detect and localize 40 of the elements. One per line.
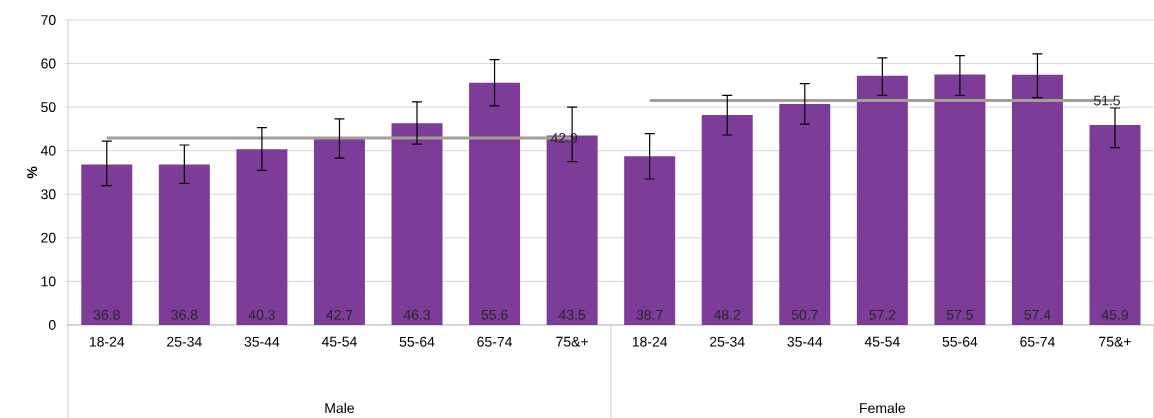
x-tick-label: 25-34 [167, 336, 202, 347]
text: Female [860, 402, 906, 413]
y-axis-title: % [27, 166, 38, 179]
data-label: 38.7 [636, 309, 663, 320]
data-label: 50.7 [791, 309, 818, 320]
data-label: 45.9 [1101, 309, 1128, 320]
data-label: 57.5 [946, 309, 973, 320]
data-label: 57.4 [1024, 309, 1051, 320]
x-tick-label: 25-34 [710, 336, 745, 347]
data-label: 48.2 [713, 309, 741, 320]
x-tick-label: 18-24 [632, 336, 668, 347]
x-tick-label: 65-74 [1020, 336, 1055, 347]
y-tick-label: 40 [40, 145, 56, 156]
x-tick-label: 45-54 [864, 336, 900, 347]
x-tick-label: 35-44 [244, 336, 280, 347]
x-tick-label: 18-24 [89, 336, 125, 347]
data-label: 36.8 [171, 309, 198, 320]
x-tick-label: 75&+ [1099, 336, 1131, 347]
data-label: 57.2 [869, 309, 896, 320]
text: Male [325, 402, 354, 413]
data-label: 40.3 [248, 309, 275, 320]
data-label: 51.5 [1093, 95, 1121, 106]
x-tick-label: 55-64 [399, 336, 435, 347]
data-label: 55.6 [481, 309, 508, 320]
x-tick-label: 65-74 [477, 336, 513, 347]
y-tick-label: 30 [41, 189, 56, 200]
data-label: 42.7 [326, 309, 353, 320]
y-tick-label: 20 [41, 232, 56, 243]
x-tick-label: 75&+ [556, 336, 588, 347]
y-tick-label: 0 [48, 319, 56, 330]
data-label: 46.3 [403, 309, 431, 320]
y-tick-label: 60 [41, 58, 56, 69]
x-tick-label: 45-54 [321, 336, 357, 347]
y-tick-label: 70 [41, 14, 56, 25]
data-label: 43.5 [558, 309, 586, 320]
y-tick-label: 50 [41, 102, 56, 113]
x-tick-label: 35-44 [787, 336, 823, 347]
x-tick-label: 55-64 [942, 336, 978, 347]
y-tick-label: 10 [41, 276, 56, 287]
data-label: 36.8 [93, 309, 120, 320]
